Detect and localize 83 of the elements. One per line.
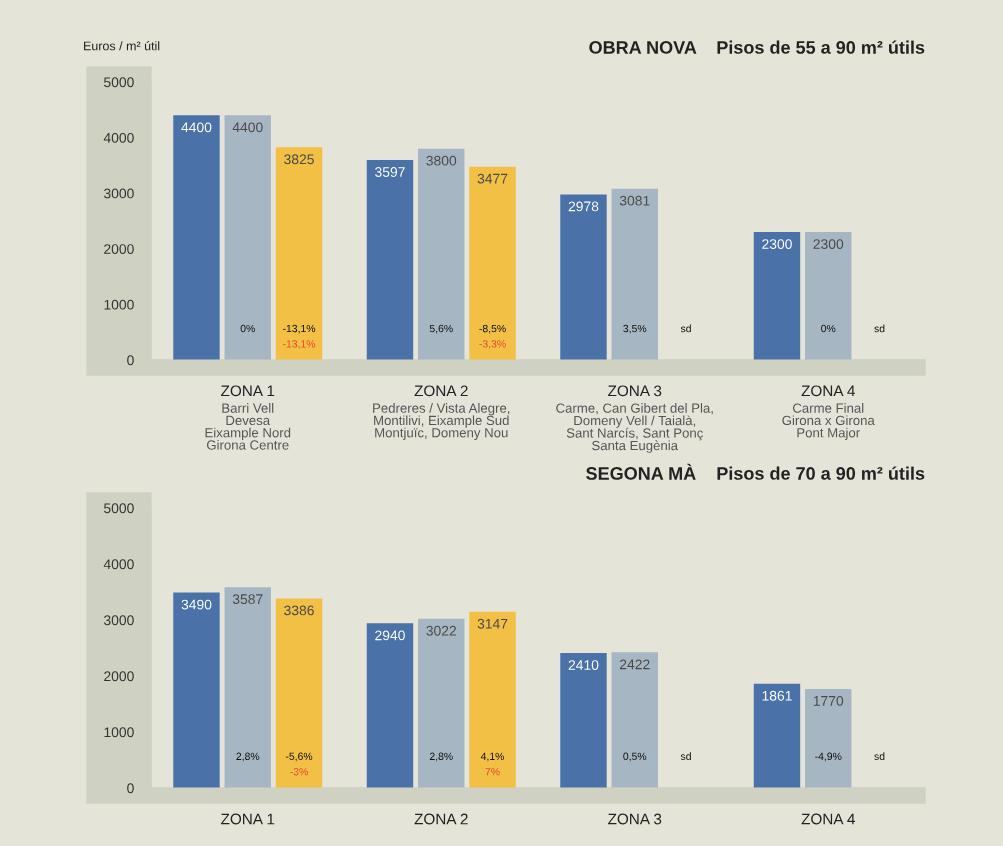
annotation: -3% [290, 768, 308, 776]
annotation: 7% [485, 768, 500, 776]
annotation: 0% [240, 324, 255, 333]
data-label: 3477 [477, 173, 508, 184]
y-tick-label: 4000 [103, 132, 134, 143]
data-label: 3597 [375, 167, 405, 177]
data-label: 3081 [619, 195, 650, 206]
bar [753, 683, 801, 788]
bar [275, 598, 323, 788]
data-label: 2978 [568, 201, 599, 212]
annotation: 0,5% [623, 752, 647, 762]
data-label: 2422 [620, 659, 650, 670]
data-label: 1861 [762, 690, 792, 701]
y-tick-label: 0 [127, 355, 134, 366]
bar [418, 618, 465, 788]
bar [469, 611, 516, 788]
annotation: 3,5% [623, 324, 647, 334]
bar [173, 592, 220, 788]
data-label: 2300 [813, 239, 844, 249]
annotation: 2,8% [429, 752, 453, 762]
bar [275, 147, 323, 360]
bar [224, 587, 271, 788]
y-tick-label: 2000 [104, 244, 134, 254]
data-label: 1770 [813, 695, 844, 706]
bar [560, 194, 607, 360]
annotation: 0% [821, 324, 836, 333]
data-label: 3800 [426, 155, 457, 166]
bar [805, 232, 852, 360]
x-tick-label: ZONA 1 Barri Vell Devesa Eixample Nord Girona Centre [205, 385, 291, 450]
x-tick-label: ZONA 3 Carme, Can Gibert del Pla, Domeny Vell / Taialà, Sant Narcís, Sant Ponç Santa Eugènia [556, 385, 713, 453]
data-label: 3386 [284, 605, 314, 616]
bar [224, 115, 271, 360]
data-label: 4400 [232, 122, 263, 133]
y-tick-label: 3000 [103, 615, 134, 626]
bar [560, 653, 607, 788]
y-axis-title: Euros / m² útil [84, 41, 160, 51]
y-tick-label: 2000 [104, 671, 134, 682]
annotation: -4,9% [815, 752, 842, 762]
data-label: 2940 [375, 630, 405, 641]
bar [418, 148, 465, 360]
data-label: 3825 [284, 154, 314, 165]
bar [805, 688, 852, 788]
annotation: 2,8% [236, 752, 260, 762]
annotation: 4,1% [480, 752, 505, 762]
y-tick-label: 5000 [103, 503, 134, 514]
data-label: 3490 [181, 599, 212, 610]
bar [366, 623, 414, 788]
data-label: 3022 [426, 625, 456, 636]
annotation: sd [680, 752, 691, 760]
annotation: 5,6% [429, 324, 453, 334]
annotation: -8,5% [479, 324, 506, 334]
data-label: 2410 [568, 660, 599, 670]
chart-title: OBRA NOVA Pisos de 55 a 90 m² útils [589, 40, 925, 54]
annotation: -13,1% [282, 340, 316, 349]
data-label: 3587 [232, 594, 263, 605]
annotation: -5,6% [285, 752, 313, 762]
x-tick-label: ZONA 2 Pedreres / Vista Alegre, Montilivi, Eixample Sud Montjuïc, Domeny Nou [373, 385, 510, 440]
x-tick-label: ZONA 4 [801, 813, 855, 825]
x-tick-label: ZONA 1 [221, 813, 275, 825]
data-label: 4400 [181, 122, 212, 133]
y-tick-label: 1000 [104, 727, 134, 738]
y-tick-label: 0 [127, 783, 134, 794]
y-tick-label: 1000 [104, 299, 134, 310]
annotation: sd [680, 324, 691, 333]
data-label: 3147 [477, 618, 508, 629]
annotation: sd [874, 752, 885, 760]
annotation: sd [874, 324, 885, 333]
bar [366, 160, 414, 360]
annotation: -3,3% [479, 340, 506, 349]
y-tick-label: 4000 [103, 559, 134, 570]
chart-title: SEGONA MÀ Pisos de 70 a 90 m² útils [586, 463, 925, 480]
bar [753, 232, 801, 360]
bar [173, 115, 220, 360]
x-tick-label: ZONA 4 Carme Final Girona x Girona Pont Major [782, 385, 875, 440]
y-tick-label: 3000 [103, 188, 134, 199]
annotation: -13,1% [282, 324, 316, 334]
data-label: 2300 [762, 239, 792, 249]
x-tick-label: ZONA 3 [608, 813, 662, 825]
y-tick-label: 5000 [103, 77, 134, 88]
bar [611, 652, 658, 788]
bar [611, 188, 658, 360]
bar [469, 166, 516, 360]
x-tick-label: ZONA 2 [414, 813, 468, 825]
